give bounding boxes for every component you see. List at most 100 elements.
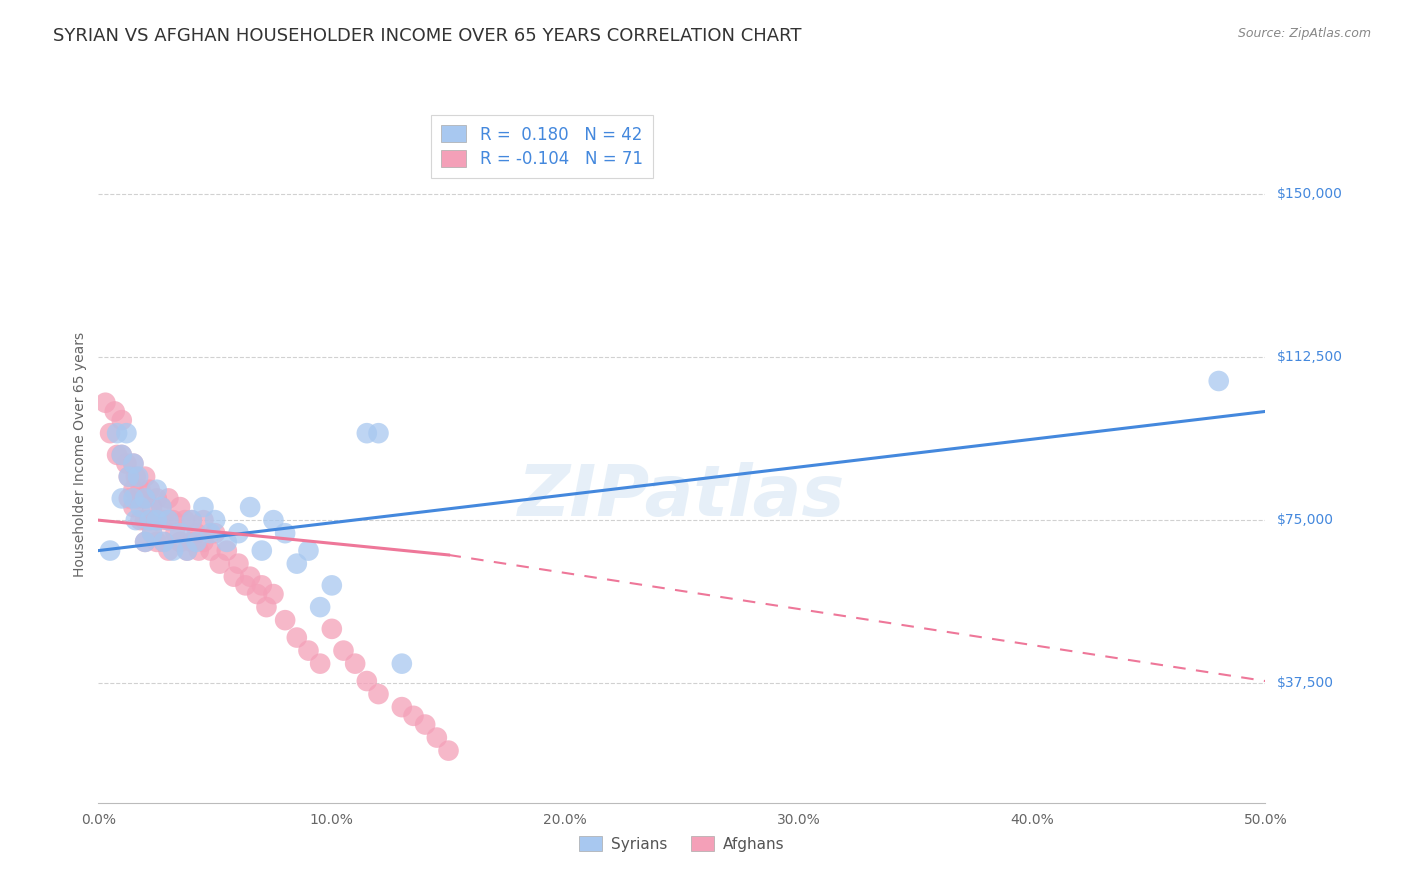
Point	[309, 600, 332, 615]
Point	[262, 513, 284, 527]
Text: $37,500: $37,500	[1277, 676, 1333, 690]
Point	[1208, 374, 1230, 388]
Point	[127, 469, 149, 483]
Point	[115, 457, 138, 471]
Point	[157, 513, 180, 527]
Point	[235, 578, 257, 592]
Point	[321, 622, 343, 636]
Point	[162, 543, 184, 558]
Point	[246, 587, 269, 601]
Point	[193, 500, 215, 514]
Point	[228, 557, 250, 571]
Point	[437, 744, 460, 758]
Point	[152, 513, 174, 527]
Point	[186, 526, 208, 541]
Point	[321, 578, 343, 592]
Point	[134, 513, 156, 527]
Point	[193, 534, 215, 549]
Point	[139, 513, 162, 527]
Point	[105, 426, 128, 441]
Point	[297, 643, 319, 657]
Point	[134, 491, 156, 506]
Point	[285, 631, 308, 645]
Text: $112,500: $112,500	[1277, 350, 1343, 364]
Point	[125, 469, 148, 483]
Point	[180, 534, 202, 549]
Point	[98, 426, 121, 441]
Point	[262, 587, 284, 601]
Text: ZIPatlas: ZIPatlas	[519, 462, 845, 531]
Point	[180, 513, 202, 527]
Point	[127, 491, 149, 506]
Point	[129, 483, 152, 497]
Point	[208, 557, 231, 571]
Point	[367, 426, 389, 441]
Point	[152, 534, 174, 549]
Point	[157, 543, 180, 558]
Point	[426, 731, 449, 745]
Point	[105, 448, 128, 462]
Point	[129, 500, 152, 514]
Point	[122, 491, 145, 506]
Point	[104, 404, 127, 418]
Point	[98, 543, 121, 558]
Text: $75,000: $75,000	[1277, 513, 1333, 527]
Point	[146, 513, 169, 527]
Point	[118, 469, 141, 483]
Point	[193, 513, 215, 527]
Point	[169, 500, 191, 514]
Point	[150, 500, 173, 514]
Point	[129, 513, 152, 527]
Point	[122, 457, 145, 471]
Y-axis label: Householder Income Over 65 years: Householder Income Over 65 years	[73, 333, 87, 577]
Point	[169, 526, 191, 541]
Point	[250, 543, 273, 558]
Point	[111, 448, 134, 462]
Point	[139, 483, 162, 497]
Point	[146, 534, 169, 549]
Point	[165, 526, 187, 541]
Point	[186, 534, 208, 549]
Point	[228, 526, 250, 541]
Point	[200, 543, 222, 558]
Point	[297, 543, 319, 558]
Point	[344, 657, 367, 671]
Text: $150,000: $150,000	[1277, 187, 1343, 201]
Point	[122, 457, 145, 471]
Point	[391, 657, 413, 671]
Legend: Syrians, Afghans: Syrians, Afghans	[574, 830, 790, 858]
Point	[118, 491, 141, 506]
Point	[94, 395, 117, 409]
Point	[146, 491, 169, 506]
Point	[180, 513, 202, 527]
Point	[215, 543, 238, 558]
Point	[176, 543, 198, 558]
Point	[173, 513, 195, 527]
Point	[391, 700, 413, 714]
Point	[122, 500, 145, 514]
Point	[125, 513, 148, 527]
Point	[146, 513, 169, 527]
Point	[413, 717, 436, 731]
Point	[239, 500, 262, 514]
Point	[274, 526, 297, 541]
Point	[141, 500, 163, 514]
Point	[187, 543, 209, 558]
Point	[122, 483, 145, 497]
Text: SYRIAN VS AFGHAN HOUSEHOLDER INCOME OVER 65 YEARS CORRELATION CHART: SYRIAN VS AFGHAN HOUSEHOLDER INCOME OVER…	[53, 27, 801, 45]
Point	[309, 657, 332, 671]
Point	[134, 491, 156, 506]
Point	[134, 534, 156, 549]
Point	[150, 500, 173, 514]
Point	[152, 534, 174, 549]
Point	[367, 687, 389, 701]
Point	[146, 483, 169, 497]
Point	[115, 426, 138, 441]
Point	[157, 491, 180, 506]
Point	[256, 600, 278, 615]
Point	[111, 491, 134, 506]
Point	[134, 469, 156, 483]
Point	[356, 426, 378, 441]
Point	[157, 513, 180, 527]
Point	[285, 557, 308, 571]
